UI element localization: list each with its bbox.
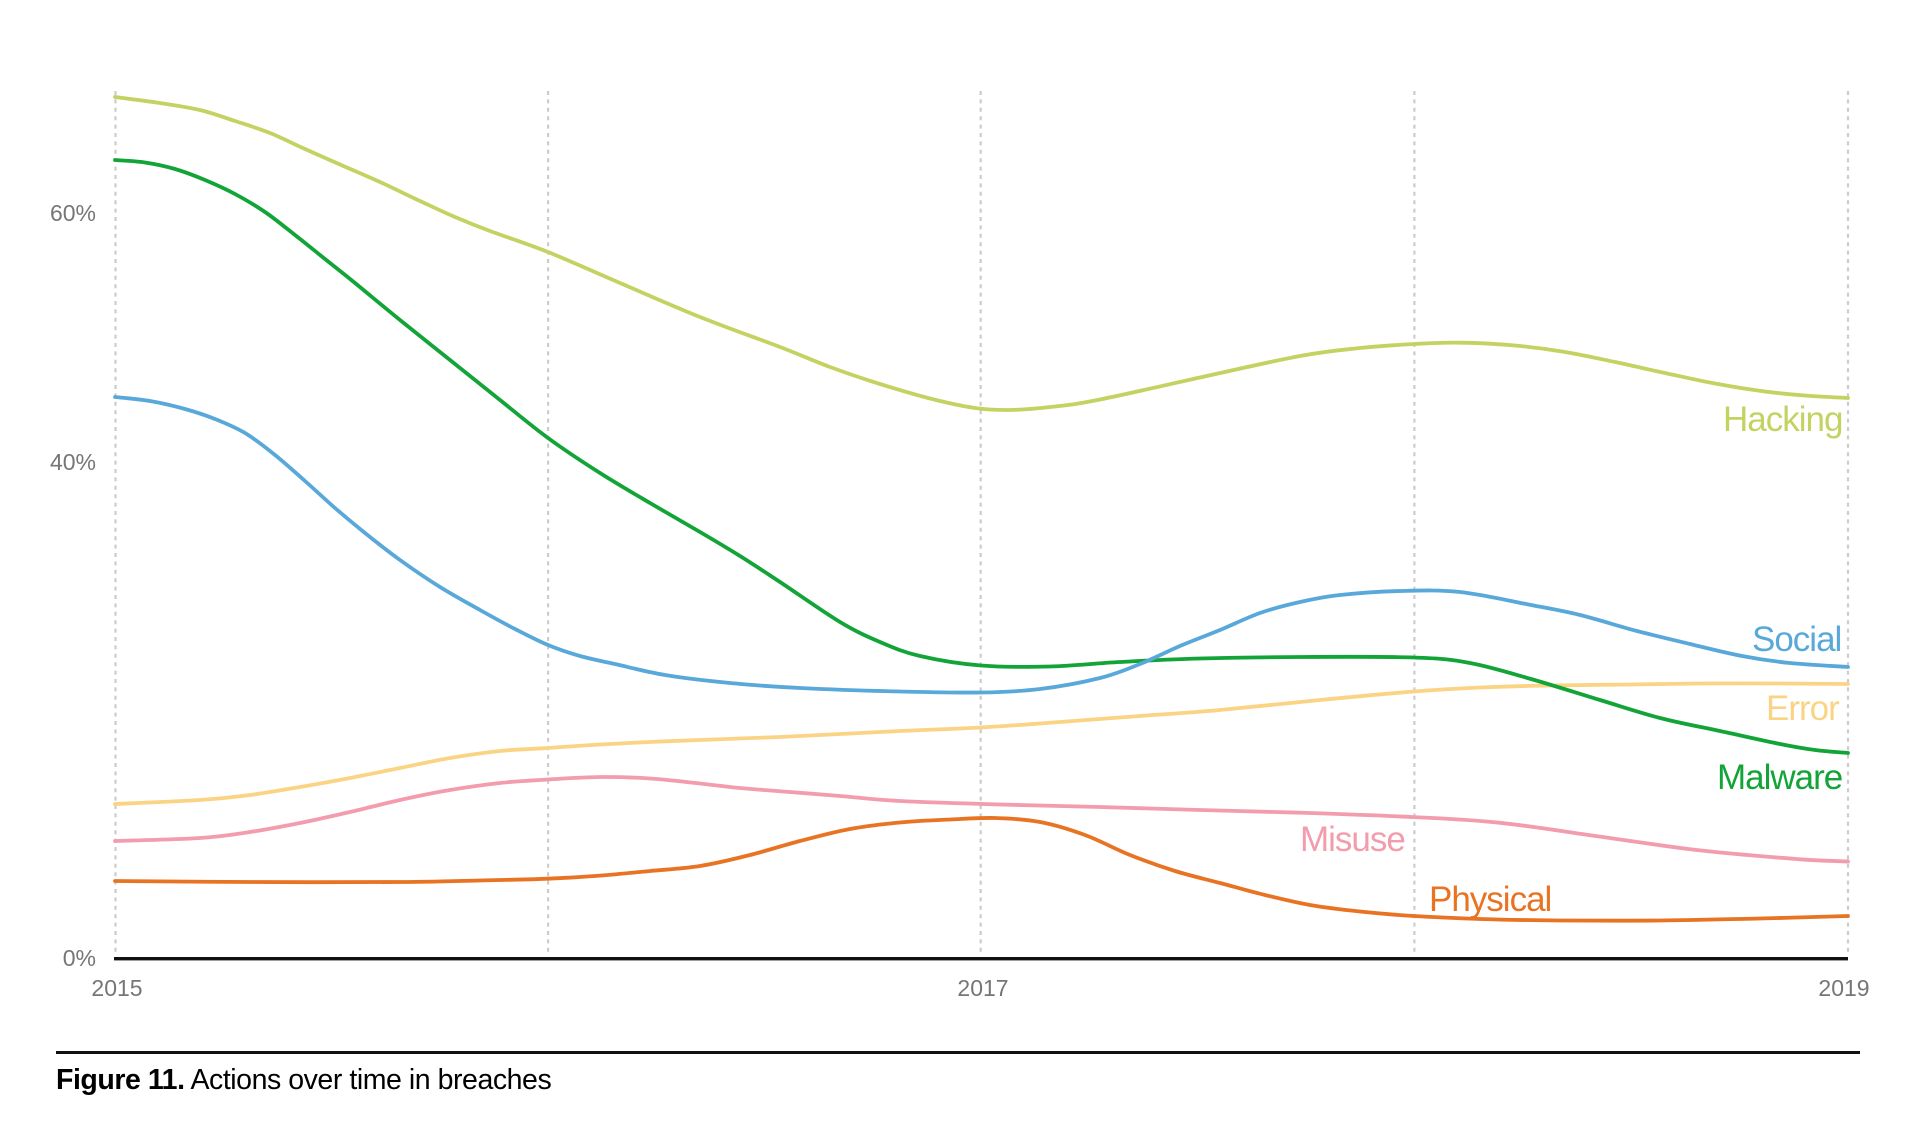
svg-text:Physical: Physical: [1429, 880, 1551, 919]
svg-text:Social: Social: [1752, 620, 1841, 659]
svg-text:2017: 2017: [957, 975, 1008, 1001]
svg-text:60%: 60%: [50, 200, 96, 226]
svg-text:0%: 0%: [63, 945, 96, 971]
svg-text:Figure 11. Actions over time i: Figure 11. Actions over time in breaches: [56, 1064, 551, 1096]
svg-text:Hacking: Hacking: [1723, 400, 1842, 439]
svg-text:40%: 40%: [50, 449, 96, 475]
svg-text:2015: 2015: [91, 975, 142, 1001]
svg-text:Error: Error: [1766, 689, 1840, 728]
svg-text:Malware: Malware: [1717, 758, 1842, 797]
svg-text:2019: 2019: [1818, 975, 1869, 1001]
svg-text:Misuse: Misuse: [1300, 820, 1405, 859]
